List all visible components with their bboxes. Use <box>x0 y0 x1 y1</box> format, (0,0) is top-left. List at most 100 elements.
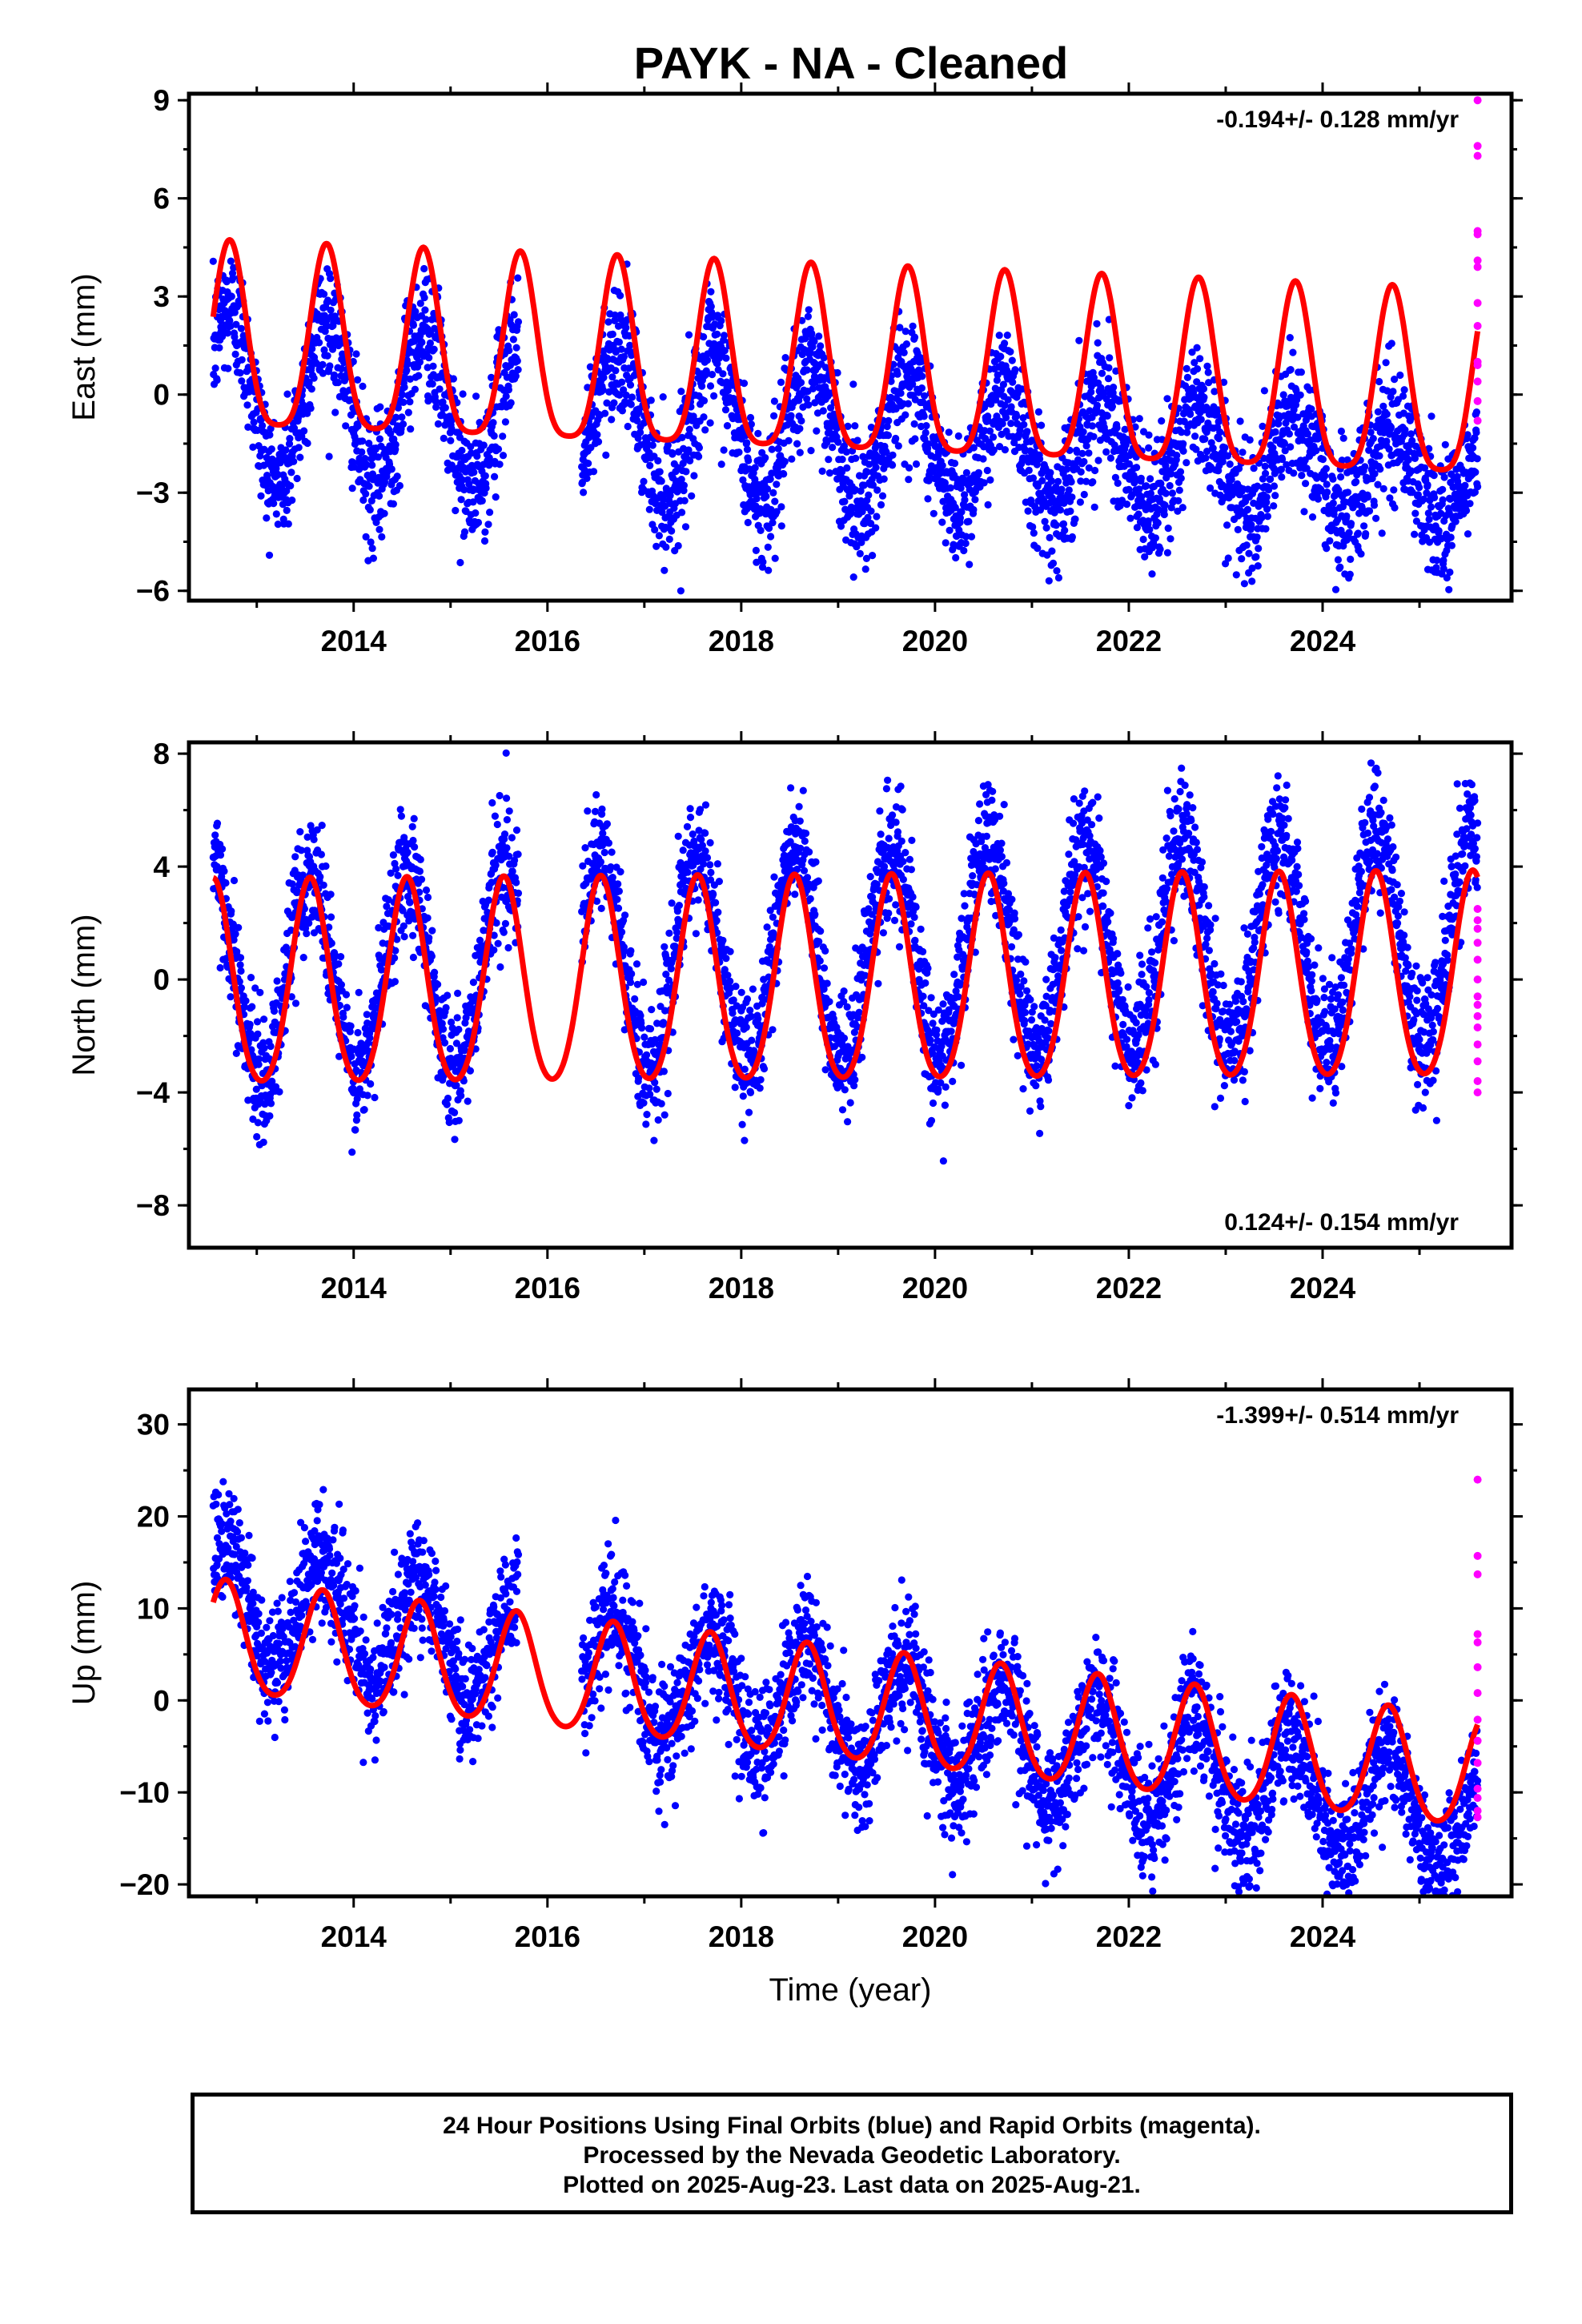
final-orbit-point <box>504 943 512 952</box>
final-orbit-point <box>858 508 866 516</box>
final-orbit-point <box>859 452 867 460</box>
final-orbit-point <box>1173 452 1181 460</box>
final-orbit-point <box>685 425 693 433</box>
final-orbit-point <box>211 831 219 839</box>
y-tick-label: 0 <box>153 379 170 412</box>
final-orbit-point <box>857 538 865 547</box>
final-orbit-point <box>436 385 444 393</box>
figure-title: PAYK - NA - Cleaned <box>634 38 1068 88</box>
final-orbit-point <box>1075 336 1083 344</box>
final-orbit-point <box>1197 416 1205 424</box>
final-orbit-point <box>1054 477 1062 485</box>
final-orbit-point <box>467 443 475 451</box>
final-orbit-point <box>807 447 815 455</box>
final-orbit-point <box>1234 525 1242 534</box>
final-orbit-point <box>1248 577 1256 585</box>
final-orbit-point <box>686 456 694 465</box>
final-orbit-point <box>209 257 217 265</box>
final-orbit-point <box>1178 428 1186 436</box>
final-orbit-point <box>722 354 730 362</box>
final-orbit-point <box>272 510 280 518</box>
final-orbit-point <box>1408 436 1416 445</box>
final-orbit-point <box>411 843 419 851</box>
rapid-orbit-point <box>1473 96 1482 105</box>
final-orbit-point <box>1238 555 1246 563</box>
final-orbit-point <box>618 928 626 936</box>
final-orbit-point <box>989 433 998 441</box>
final-orbit-point <box>777 378 785 386</box>
final-orbit-point <box>1271 492 1279 500</box>
final-orbit-point <box>366 506 374 514</box>
final-orbit-point <box>1243 505 1251 513</box>
final-orbit-point <box>1446 568 1454 577</box>
final-orbit-point <box>451 1136 459 1144</box>
final-orbit-point <box>922 422 930 430</box>
final-orbit-point <box>231 350 239 358</box>
final-orbit-point <box>925 476 933 485</box>
final-orbit-point <box>594 438 603 446</box>
final-orbit-point <box>840 442 849 450</box>
final-orbit-point <box>500 830 509 838</box>
final-orbit-point <box>1286 334 1294 342</box>
rapid-orbit-point <box>1473 377 1482 386</box>
final-orbit-point <box>434 420 443 428</box>
final-orbit-point <box>765 566 773 574</box>
final-orbit-point <box>1135 415 1143 423</box>
final-orbit-point <box>348 485 356 493</box>
final-orbit-point <box>952 553 960 562</box>
final-orbit-point <box>797 379 805 387</box>
final-orbit-point <box>1001 340 1009 348</box>
final-orbit-point <box>986 476 994 485</box>
final-orbit-point <box>244 423 252 432</box>
final-orbit-point <box>287 468 295 476</box>
final-orbit-point <box>1182 459 1191 467</box>
final-orbit-point <box>1105 364 1113 372</box>
final-orbit-point <box>1036 455 1044 463</box>
final-orbit-point <box>872 524 880 532</box>
final-orbit-point <box>901 328 909 336</box>
final-orbit-point <box>1331 585 1340 593</box>
final-orbit-point <box>255 1055 263 1063</box>
final-orbit-point <box>1062 465 1071 473</box>
final-orbit-point <box>867 424 875 432</box>
final-orbit-point <box>958 508 966 516</box>
final-orbit-point <box>267 1042 275 1051</box>
final-orbit-point <box>970 444 978 452</box>
x-tick-label: 2018 <box>709 625 774 657</box>
final-orbit-point <box>1471 434 1479 442</box>
final-orbit-point <box>252 1085 260 1093</box>
final-orbit-point <box>354 422 362 430</box>
final-orbit-point <box>662 543 670 551</box>
final-orbit-point <box>472 509 480 517</box>
final-orbit-point <box>1254 562 1262 570</box>
final-orbit-point <box>1411 509 1419 517</box>
final-orbit-point <box>1247 521 1255 529</box>
final-orbit-point <box>1337 472 1345 481</box>
final-orbit-point <box>1323 489 1331 497</box>
final-orbit-point <box>1023 428 1031 436</box>
final-orbit-point <box>484 896 493 904</box>
final-orbit-point <box>1258 513 1266 522</box>
final-orbit-point <box>1446 495 1454 503</box>
final-orbit-point <box>480 537 489 545</box>
final-orbit-point <box>1087 388 1095 396</box>
final-orbit-point <box>1090 432 1098 440</box>
final-orbit-point <box>889 451 897 459</box>
final-orbit-point <box>885 416 893 425</box>
final-orbit-point <box>1167 470 1175 478</box>
final-orbit-point <box>1222 560 1230 568</box>
final-orbit-point <box>657 477 665 485</box>
final-orbit-point <box>509 336 518 344</box>
final-orbit-point <box>378 533 386 541</box>
final-orbit-point <box>236 961 244 969</box>
final-orbit-point <box>1174 507 1182 515</box>
final-orbit-point <box>416 358 424 366</box>
final-orbit-point <box>1082 477 1090 485</box>
final-orbit-point <box>1232 571 1240 579</box>
final-orbit-point <box>877 501 885 509</box>
rapid-orbit-point <box>1473 263 1482 271</box>
final-orbit-point <box>360 1106 368 1114</box>
final-orbit-point <box>428 927 436 935</box>
final-orbit-point <box>701 426 709 434</box>
final-orbit-point <box>425 354 433 362</box>
